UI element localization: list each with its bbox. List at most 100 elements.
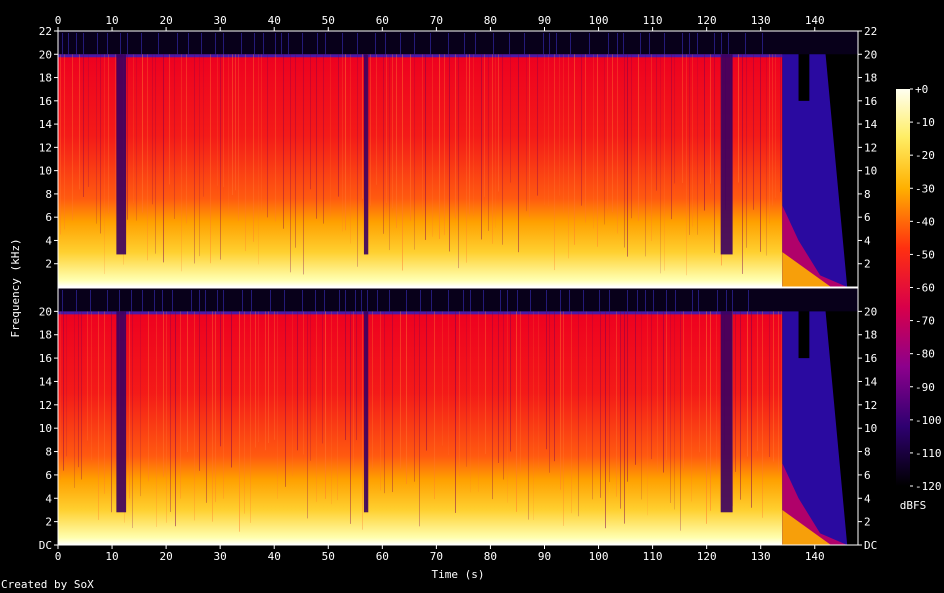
x-tick-label: 100 bbox=[589, 14, 609, 27]
y-tick-label: 12 bbox=[864, 141, 877, 154]
striation bbox=[316, 311, 317, 502]
spike bbox=[448, 33, 449, 55]
striation bbox=[656, 54, 657, 191]
y-tick-label: 10 bbox=[864, 422, 877, 435]
striation bbox=[235, 54, 236, 191]
striation bbox=[140, 311, 141, 497]
striation bbox=[526, 54, 527, 212]
spike bbox=[385, 33, 386, 55]
striation bbox=[469, 54, 470, 215]
spike bbox=[377, 290, 378, 312]
colorbar-tick-label: -40 bbox=[915, 215, 935, 228]
striation bbox=[574, 54, 575, 245]
striation bbox=[510, 54, 511, 183]
spike bbox=[653, 290, 654, 312]
striation bbox=[481, 54, 482, 240]
striation bbox=[680, 311, 681, 531]
striation bbox=[455, 311, 456, 513]
spike bbox=[666, 290, 667, 312]
x-tick-label: 30 bbox=[214, 14, 227, 27]
striation bbox=[674, 311, 675, 510]
striation bbox=[199, 54, 200, 257]
striation bbox=[781, 311, 782, 476]
spike bbox=[463, 290, 464, 312]
striation bbox=[780, 54, 781, 193]
striation bbox=[616, 311, 617, 497]
striation bbox=[322, 311, 323, 444]
spike bbox=[107, 290, 108, 312]
y-tick-label: 16 bbox=[864, 352, 877, 365]
x-axis-label: Time (s) bbox=[432, 568, 485, 581]
striation bbox=[104, 311, 105, 494]
striation bbox=[60, 311, 61, 480]
striation bbox=[96, 54, 97, 224]
y-tick-label: DC bbox=[864, 539, 877, 552]
spike bbox=[464, 33, 465, 55]
striation bbox=[108, 54, 109, 214]
striation bbox=[692, 54, 693, 227]
striation bbox=[115, 54, 116, 215]
spike bbox=[664, 33, 665, 55]
striation bbox=[88, 54, 89, 187]
striation bbox=[586, 311, 587, 462]
spike bbox=[692, 290, 693, 312]
striation bbox=[203, 54, 204, 197]
striation bbox=[773, 311, 774, 462]
spike bbox=[389, 290, 390, 312]
x-tick-label: 20 bbox=[159, 14, 172, 27]
striation bbox=[255, 311, 256, 448]
striation bbox=[609, 311, 610, 483]
x-tick-label: 140 bbox=[805, 14, 825, 27]
striation bbox=[244, 311, 245, 514]
colorbar-tick-label: -70 bbox=[915, 315, 935, 328]
striation bbox=[714, 54, 715, 253]
striation bbox=[132, 311, 133, 529]
fade-out-region bbox=[782, 311, 848, 545]
x-tick-label: 120 bbox=[697, 550, 717, 563]
striation bbox=[520, 311, 521, 472]
y-tick-label: 2 bbox=[864, 258, 871, 271]
x-tick-label: 30 bbox=[214, 550, 227, 563]
striation bbox=[152, 54, 153, 205]
spike bbox=[107, 33, 108, 55]
striation bbox=[593, 54, 594, 229]
y-tick-label: 18 bbox=[864, 72, 877, 85]
striation bbox=[689, 54, 690, 235]
striation bbox=[478, 311, 479, 492]
striation bbox=[303, 311, 304, 455]
striation bbox=[79, 54, 80, 190]
quiet-gap bbox=[363, 311, 369, 513]
striation bbox=[578, 311, 579, 517]
striation bbox=[533, 311, 534, 520]
x-tick-label: 80 bbox=[484, 14, 497, 27]
y-tick-label: 22 bbox=[864, 25, 877, 38]
y-tick-label: DC bbox=[39, 539, 52, 552]
striation bbox=[778, 311, 779, 472]
striation bbox=[686, 54, 687, 276]
spike bbox=[62, 290, 63, 312]
striation bbox=[426, 311, 427, 451]
colorbar bbox=[896, 89, 910, 486]
spike bbox=[215, 33, 216, 55]
striation bbox=[747, 311, 748, 457]
striation bbox=[210, 54, 211, 264]
striation bbox=[425, 54, 426, 240]
y-tick-label: 10 bbox=[39, 422, 52, 435]
striation bbox=[775, 54, 776, 198]
spike bbox=[714, 33, 715, 55]
y-tick-label: 12 bbox=[39, 399, 52, 412]
x-tick-label: 0 bbox=[55, 14, 62, 27]
x-tick-label: 90 bbox=[538, 550, 551, 563]
spike bbox=[640, 33, 641, 55]
striation bbox=[370, 54, 371, 206]
striation bbox=[485, 311, 486, 455]
striation bbox=[442, 311, 443, 446]
y-tick-label: 2 bbox=[45, 258, 52, 271]
striation bbox=[127, 54, 128, 220]
y-tick-label: 6 bbox=[45, 469, 52, 482]
quiet-gap bbox=[363, 54, 369, 255]
striation bbox=[638, 54, 639, 221]
striation bbox=[376, 54, 377, 185]
spike bbox=[414, 33, 415, 55]
striation bbox=[538, 311, 539, 469]
